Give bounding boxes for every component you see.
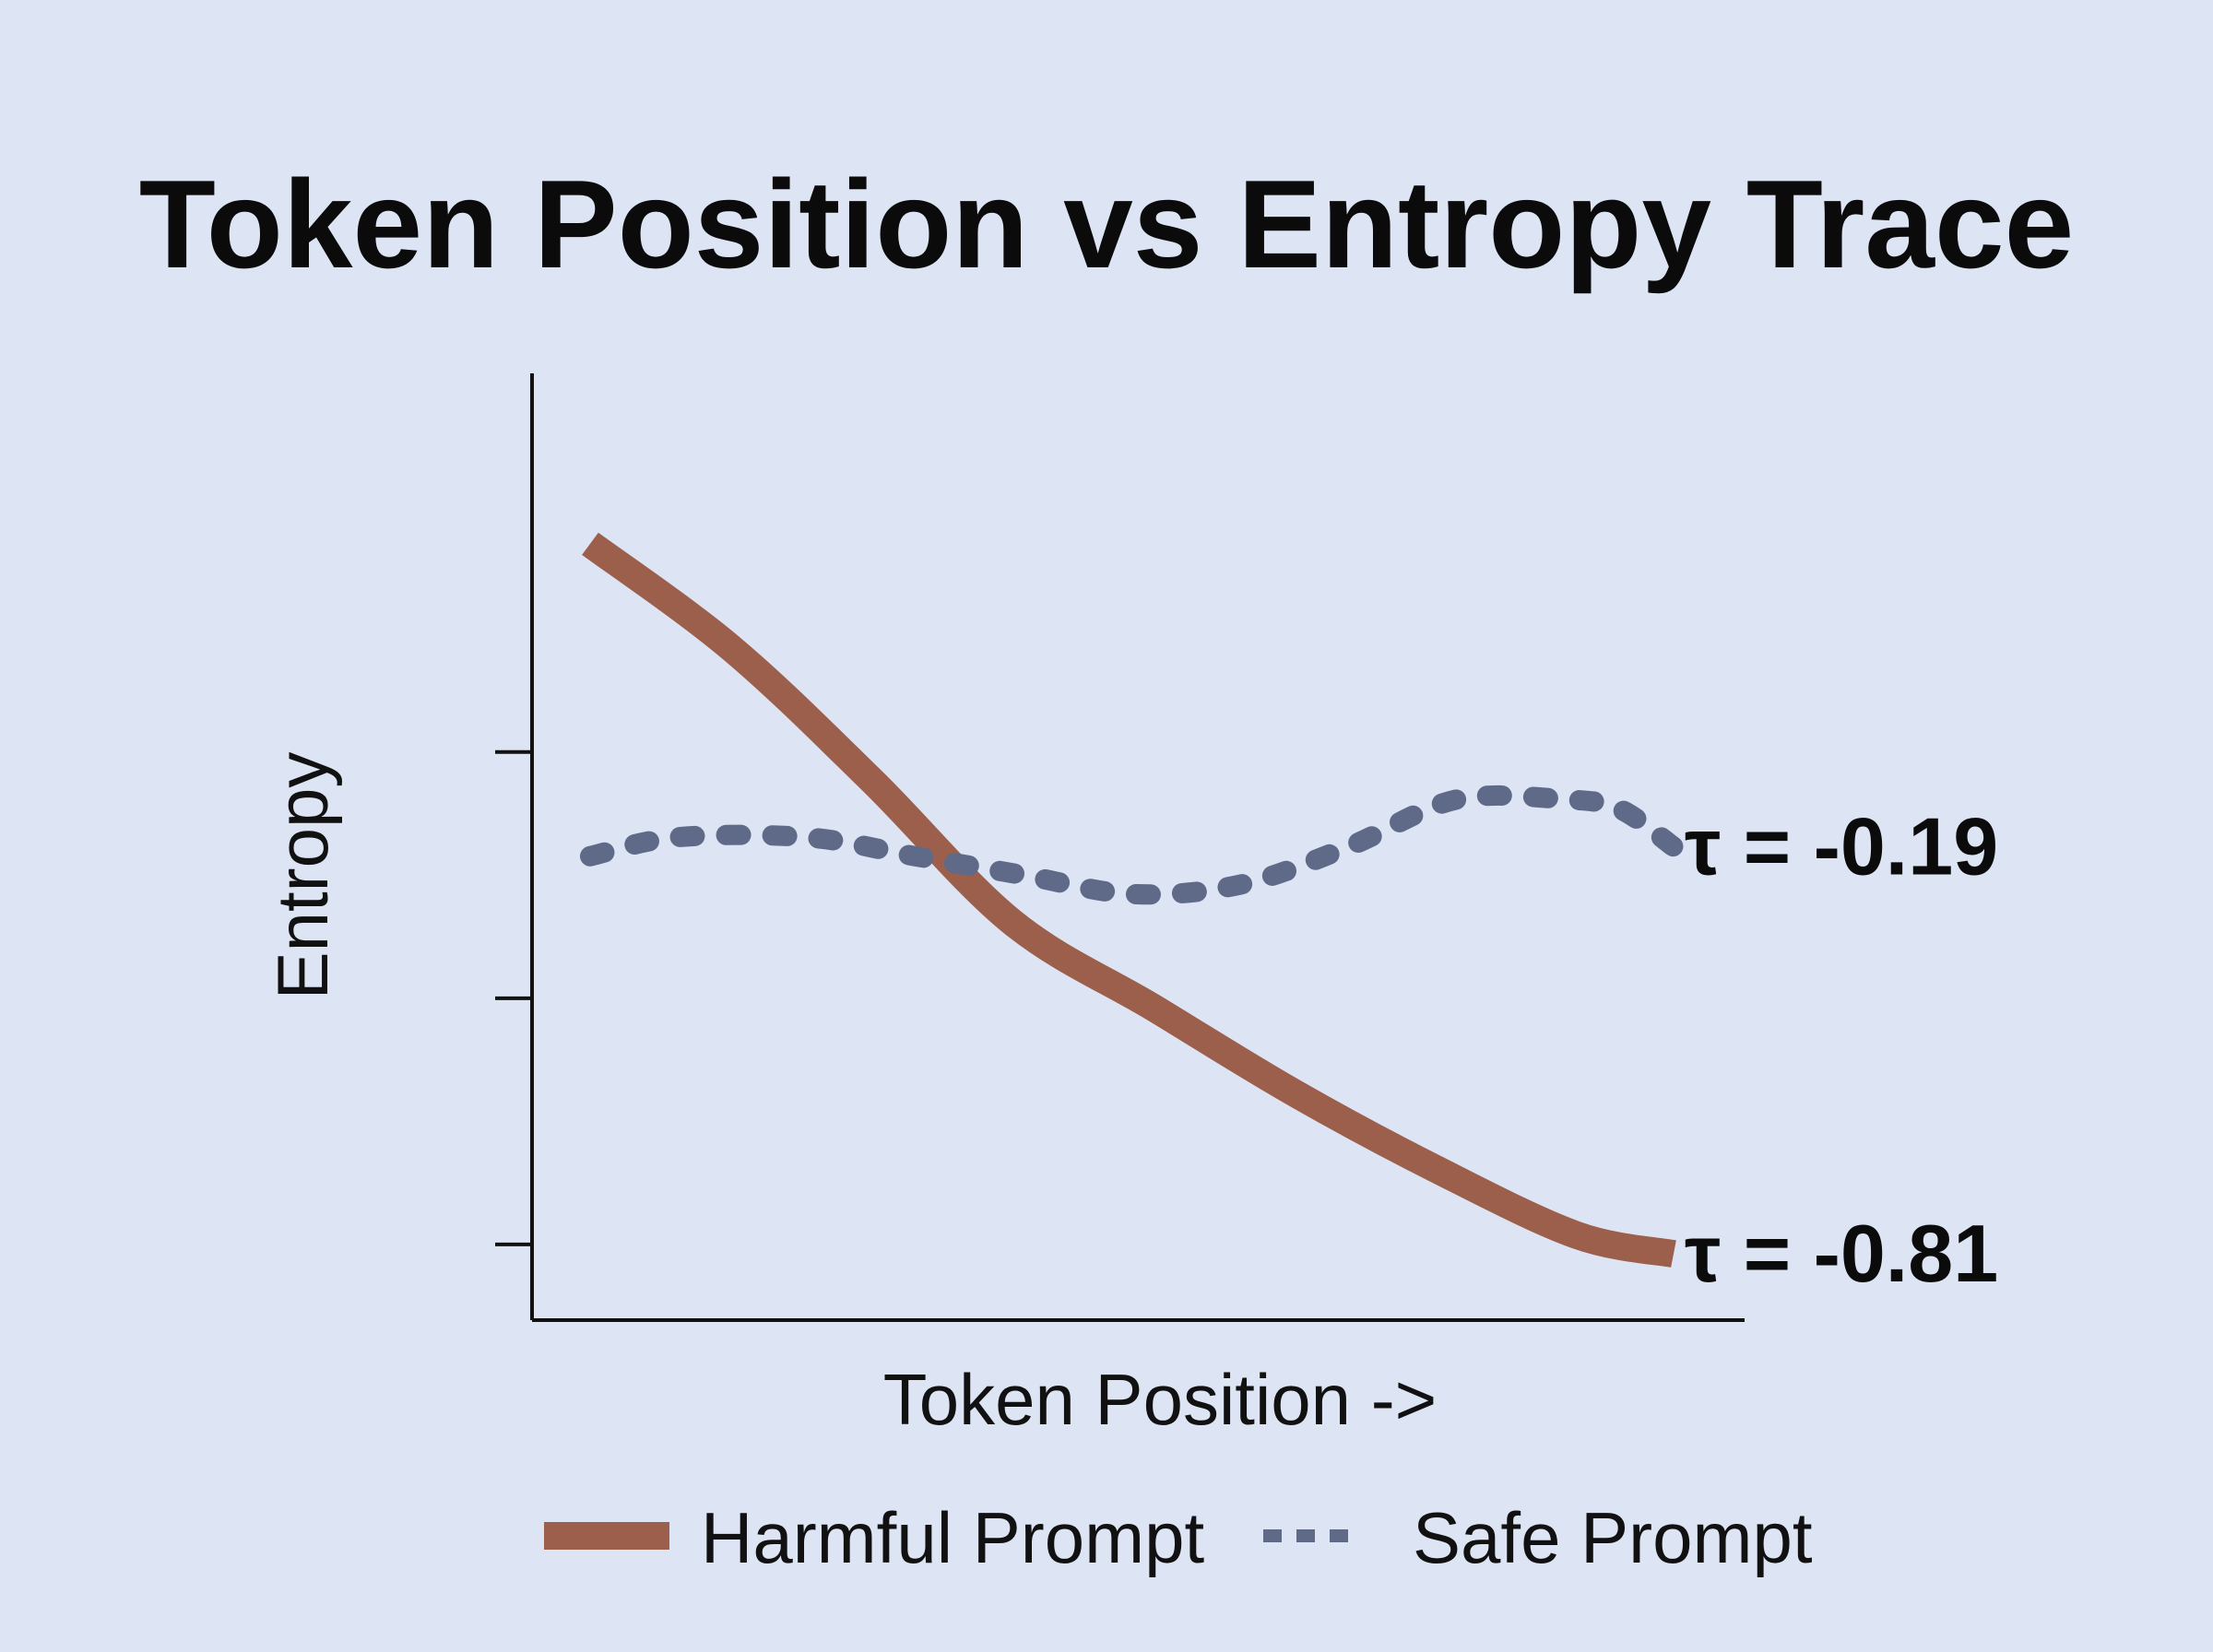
series-layer bbox=[580, 532, 1684, 1268]
x-axis-label: Token Position -> bbox=[883, 1359, 1438, 1440]
legend-label-harmful-prompt: Harmful Prompt bbox=[701, 1497, 1204, 1578]
chart-title: Token Position vs Entropy Trace bbox=[139, 154, 2074, 294]
axes bbox=[495, 373, 1745, 1322]
y-axis-label: Entropy bbox=[262, 752, 343, 1000]
legend: Harmful Prompt Safe Prompt bbox=[544, 1497, 1813, 1578]
annotation-harmful-prompt: τ = -0.81 bbox=[1685, 1208, 1998, 1299]
annotation-safe-prompt: τ = -0.19 bbox=[1685, 801, 1998, 892]
series-line-harmful-prompt bbox=[582, 532, 1676, 1268]
legend-label-safe-prompt: Safe Prompt bbox=[1413, 1497, 1813, 1578]
annotation-layer: τ = -0.81 τ = -0.19 bbox=[1685, 801, 1998, 1300]
series-line-safe-prompt bbox=[580, 785, 1684, 905]
y-ticks bbox=[495, 749, 532, 1246]
